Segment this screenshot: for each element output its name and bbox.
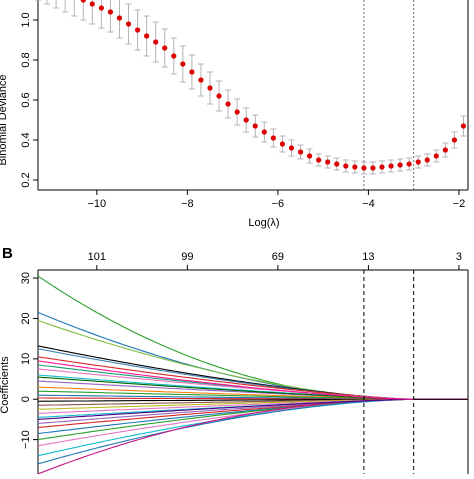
panel-a-point xyxy=(370,165,376,171)
panel-a-point xyxy=(153,39,159,45)
panel-a-ytick-label: 0.2 xyxy=(20,172,32,187)
panel-a-plot-area: −10 −8 −6 −4 −2 0.2 0.4 0.6 0.8 1.0 xyxy=(20,0,469,210)
panel-a-point xyxy=(234,109,240,115)
panel-b-top-tick-label: 69 xyxy=(272,251,284,263)
panel-a-point xyxy=(80,0,86,3)
panel-a-xtick-label: −6 xyxy=(272,198,285,210)
panel-a-xtick-label: −10 xyxy=(88,198,107,210)
panel-b-top-tick-label: 99 xyxy=(181,251,193,263)
panel-b-ytick-label: 10 xyxy=(20,353,32,365)
panel-a-point xyxy=(297,149,304,155)
panel-a-point xyxy=(343,163,349,169)
panel-a-point xyxy=(243,117,249,123)
panel-b-coefficient-path xyxy=(37,360,468,400)
panel-a-point xyxy=(216,93,222,99)
panel-a-point xyxy=(388,163,394,169)
panel-a-ytick-label: 1.0 xyxy=(20,12,32,27)
panel-a-point xyxy=(180,61,186,67)
panel-a-point xyxy=(316,157,322,163)
panel-a-point xyxy=(107,9,114,15)
panel-b-coefficient-path xyxy=(37,398,468,441)
panel-a-point xyxy=(433,153,439,159)
panel-b-coefficient-path xyxy=(37,398,468,420)
panel-b-plot-area: 101 99 69 13 3 −10 0 10 20 30 xyxy=(20,251,469,475)
panel-a-point xyxy=(207,85,213,91)
panel-b-top-tick-label: 3 xyxy=(456,251,462,263)
panel-a-point xyxy=(162,45,168,51)
panel-a-point xyxy=(89,1,95,7)
panel-a-point xyxy=(171,53,177,59)
panel-a-point xyxy=(279,141,286,147)
panel-a-point xyxy=(325,159,331,165)
panel-a-point xyxy=(415,159,421,165)
panel-a-point xyxy=(134,27,141,33)
panel-a-ylabel: Binomial Deviance xyxy=(0,74,9,165)
panel-a-point xyxy=(451,137,458,143)
panel-a-point xyxy=(125,21,132,27)
panel-a-point xyxy=(270,135,276,141)
panel-a-point xyxy=(397,162,403,168)
panel-a-point xyxy=(116,15,123,21)
panel-b-letter: B xyxy=(2,245,13,262)
panel-b-ytick-label: 20 xyxy=(20,312,32,324)
panel-b: B Coefficients 101 99 69 13 3 −10 0 10 20 30 xyxy=(0,245,469,475)
panel-a-ytick-label: 0.4 xyxy=(20,132,32,147)
panel-a-xtick-label: −2 xyxy=(453,198,466,210)
panel-a-point xyxy=(144,33,150,39)
panel-a-ytick-label: 0.6 xyxy=(20,92,32,107)
panel-a-point xyxy=(225,101,231,107)
panel-a-point xyxy=(424,157,430,163)
panel-b-top-tick-label: 101 xyxy=(88,251,106,263)
panel-a-xtick-label: −4 xyxy=(362,198,375,210)
panel-b-ytick-label: 30 xyxy=(20,272,32,284)
panel-a-point xyxy=(98,5,104,11)
panel-a-point xyxy=(442,147,448,153)
panel-a-xtick-label: −8 xyxy=(181,198,194,210)
panel-b-top-tick-label: 13 xyxy=(362,251,374,263)
panel-a-point xyxy=(460,123,467,129)
panel-a-ytick-label: 0.8 xyxy=(20,52,32,67)
panel-a-point xyxy=(261,129,267,135)
panel-b-ytick-label: −10 xyxy=(20,430,32,449)
panel-b-ylabel: Coefficients xyxy=(0,356,11,414)
panel-b-coefficient-path xyxy=(37,311,468,400)
panel-a-point xyxy=(361,165,367,171)
panel-a-point xyxy=(352,164,358,170)
panel-a-point xyxy=(406,161,412,167)
panel-a-point xyxy=(379,164,385,170)
panel-a-xlabel: Log(λ) xyxy=(248,217,279,229)
panel-a: Binomial Deviance Log(λ) −10 −8 −6 −4 −2 0.2 0… xyxy=(0,0,469,229)
panel-b-ytick-label: 0 xyxy=(20,396,32,402)
panel-a-point xyxy=(306,153,313,159)
panel-a-point xyxy=(198,77,204,83)
panel-a-point xyxy=(189,69,195,75)
panel-a-point xyxy=(252,123,258,129)
panel-a-point xyxy=(288,145,295,151)
panel-a-point xyxy=(334,161,340,167)
